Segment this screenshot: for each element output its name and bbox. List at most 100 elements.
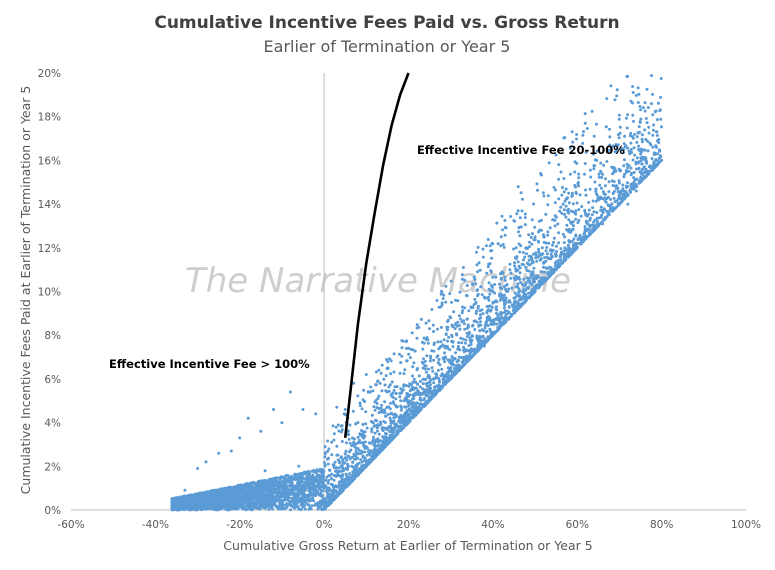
scatter-point xyxy=(480,293,484,297)
scatter-point xyxy=(486,238,490,241)
scatter-point xyxy=(575,133,579,136)
scatter-point xyxy=(380,363,384,367)
scatter-point xyxy=(486,324,490,328)
scatter-point xyxy=(631,158,635,162)
scatter-point xyxy=(508,262,512,266)
scatter-point xyxy=(370,413,374,417)
scatter-point xyxy=(554,254,558,258)
scatter-point xyxy=(380,440,384,444)
scatter-point xyxy=(629,148,633,151)
watermark: The Narrative Machine xyxy=(185,261,571,301)
scatter-point xyxy=(528,240,531,244)
scatter-point xyxy=(632,176,636,180)
scatter-point xyxy=(383,421,387,424)
scatter-point xyxy=(546,233,550,237)
scatter-point xyxy=(518,250,522,254)
scatter-point xyxy=(364,410,368,414)
scatter-point xyxy=(286,498,290,502)
scatter-point xyxy=(488,327,492,331)
scatter-point xyxy=(475,334,479,338)
scatter-point xyxy=(426,341,430,345)
scatter-point xyxy=(504,296,508,300)
scatter-point xyxy=(595,219,599,223)
scatter-point xyxy=(403,368,407,372)
scatter-point xyxy=(483,323,487,327)
scatter-point xyxy=(370,430,374,434)
scatter-point xyxy=(537,247,541,251)
scatter-point xyxy=(347,437,351,441)
scatter-point xyxy=(457,355,461,359)
scatter-point xyxy=(334,425,338,429)
scatter-point xyxy=(359,452,363,456)
scatter-point xyxy=(446,318,450,322)
scatter-point xyxy=(521,197,524,201)
scatter-point xyxy=(623,134,627,138)
scatter-point xyxy=(635,135,639,139)
scatter-point xyxy=(311,496,315,500)
scatter-point xyxy=(487,305,491,308)
scatter-point xyxy=(644,156,647,159)
scatter-point xyxy=(552,186,556,189)
scatter-point xyxy=(302,480,306,484)
scatter-point xyxy=(444,284,448,288)
scatter-point xyxy=(626,113,630,117)
scatter-point xyxy=(377,440,381,444)
scatter-point xyxy=(414,402,418,406)
scatter-point xyxy=(420,360,424,364)
scatter-point xyxy=(554,260,558,264)
scatter-point xyxy=(478,309,482,313)
scatter-point xyxy=(333,460,337,464)
scatter-point xyxy=(461,337,465,341)
scatter-point xyxy=(457,323,461,327)
scatter-point xyxy=(481,329,485,333)
scatter-point xyxy=(604,200,608,204)
scatter-point xyxy=(407,352,411,356)
scatter-point xyxy=(498,286,502,290)
scatter-point xyxy=(654,152,658,156)
scatter-point xyxy=(622,164,626,168)
scatter-point xyxy=(504,287,507,291)
scatter-point xyxy=(465,284,469,287)
scatter-point xyxy=(588,225,592,229)
scatter-point xyxy=(432,358,436,362)
scatter-point xyxy=(339,455,343,459)
scatter-point xyxy=(415,336,419,340)
scatter-point xyxy=(547,161,551,165)
scatter-point xyxy=(561,232,565,236)
scatter-point xyxy=(645,159,648,163)
scatter-point xyxy=(437,380,441,384)
scatter-point xyxy=(591,206,595,210)
scatter-point xyxy=(618,125,622,129)
scatter-point xyxy=(351,436,354,440)
scatter-point xyxy=(639,147,643,151)
scatter-point xyxy=(404,411,408,415)
scatter-point xyxy=(644,117,648,120)
scatter-point xyxy=(531,252,535,256)
scatter-point xyxy=(568,247,572,251)
scatter-point xyxy=(378,420,382,424)
scatter-point xyxy=(256,480,260,484)
scatter-point xyxy=(481,312,485,316)
scatter-point xyxy=(574,185,577,189)
scatter-point xyxy=(523,216,527,220)
scatter-point xyxy=(336,423,340,427)
scatter-point xyxy=(625,75,629,78)
scatter-point xyxy=(359,458,363,462)
scatter-point xyxy=(439,340,443,344)
scatter-point xyxy=(447,335,451,339)
scatter-point xyxy=(572,224,575,228)
scatter-point xyxy=(462,345,465,349)
scatter-point xyxy=(503,233,507,237)
scatter-point xyxy=(448,348,452,352)
scatter-point xyxy=(544,249,548,253)
scatter-point xyxy=(464,294,468,297)
scatter-point xyxy=(446,339,449,343)
scatter-point xyxy=(611,208,615,212)
scatter-point xyxy=(549,266,553,270)
scatter-point xyxy=(521,251,525,254)
scatter-point xyxy=(486,335,490,339)
scatter-point xyxy=(395,405,398,409)
scatter-point xyxy=(306,485,310,489)
scatter-point xyxy=(515,293,519,297)
scatter-point xyxy=(555,250,559,253)
